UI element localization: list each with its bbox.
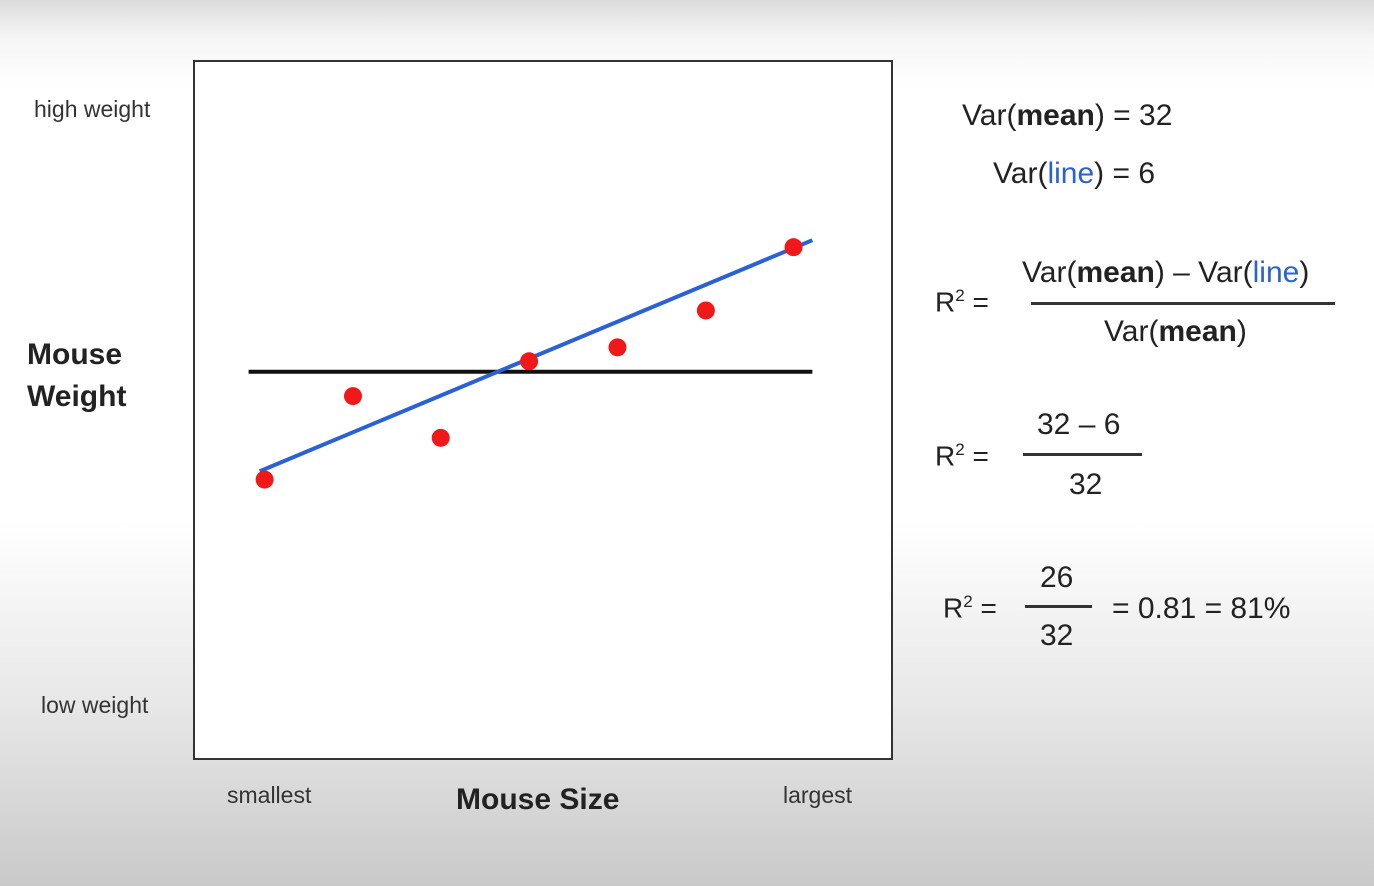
- formula-numerator: Var(mean) – Var(line): [1022, 256, 1309, 290]
- plot-area: [193, 60, 893, 760]
- r2-letter-2: R: [935, 440, 956, 472]
- x-axis-title: Mouse Size: [456, 783, 620, 816]
- step2-numerator: 32 – 6: [1037, 408, 1121, 441]
- fd-p1: Var(: [1104, 315, 1159, 348]
- var-mean-suffix: ) = 32: [1094, 99, 1173, 132]
- var-line-equation: Var(line) = 6: [993, 157, 1155, 191]
- y-axis-title-line1: Mouse: [27, 338, 123, 371]
- x-tick-smallest: smallest: [227, 782, 312, 808]
- data-point-7: [784, 238, 803, 257]
- data-point-1: [255, 470, 274, 489]
- var-line-prefix: Var(: [993, 157, 1048, 190]
- y-axis-title-line2: Weight: [27, 380, 127, 413]
- y-axis-title: Mouse Weight: [27, 334, 126, 418]
- y-tick-high: high weight: [34, 96, 151, 122]
- step3-denominator: 32: [1040, 619, 1074, 652]
- step2-fraction-bar: [1023, 453, 1142, 456]
- var-line-suffix: ) = 6: [1094, 157, 1156, 190]
- data-point-2: [343, 387, 362, 406]
- step3-numerator: 26: [1040, 561, 1074, 594]
- fn-p1: Var(: [1022, 256, 1077, 289]
- x-tick-largest: largest: [783, 782, 853, 808]
- r2-sup-3: 2: [963, 592, 973, 611]
- formula-denominator: Var(mean): [1104, 315, 1247, 349]
- data-point-6: [696, 301, 715, 320]
- step3-fraction-bar: [1025, 605, 1092, 608]
- r2-eq-2: =: [964, 440, 989, 472]
- r2-sup-2: 2: [955, 440, 965, 459]
- formula-fraction-bar: [1031, 302, 1335, 305]
- data-point-5: [608, 338, 627, 357]
- y-tick-low: low weight: [41, 692, 149, 718]
- r2-sup: 2: [955, 286, 965, 305]
- var-mean-equation: Var(mean) = 32: [962, 99, 1172, 133]
- var-mean-bold: mean: [1016, 99, 1095, 132]
- r2-label-step2: R2 =: [935, 440, 989, 472]
- r2-eq-3: =: [972, 592, 997, 624]
- data-point-3: [431, 428, 450, 447]
- fn-p3: ): [1299, 256, 1310, 289]
- r2-label-step3: R2 =: [943, 592, 997, 624]
- r2-eq: =: [964, 286, 989, 318]
- fn-p2: ) – Var(: [1154, 256, 1253, 289]
- r2-label-formula: R2 =: [935, 286, 989, 318]
- fd-b1: mean: [1158, 315, 1237, 348]
- r2-result: = 0.81 = 81%: [1112, 592, 1291, 625]
- fn-b1: mean: [1076, 256, 1155, 289]
- fn-blue: line: [1252, 256, 1300, 289]
- step2-denominator: 32: [1069, 468, 1103, 501]
- data-point-4: [520, 352, 539, 371]
- var-mean-prefix: Var(: [962, 99, 1017, 132]
- fd-p2: ): [1236, 315, 1247, 348]
- var-line-blue: line: [1047, 157, 1095, 190]
- r2-letter: R: [935, 286, 956, 318]
- r2-letter-3: R: [943, 592, 964, 624]
